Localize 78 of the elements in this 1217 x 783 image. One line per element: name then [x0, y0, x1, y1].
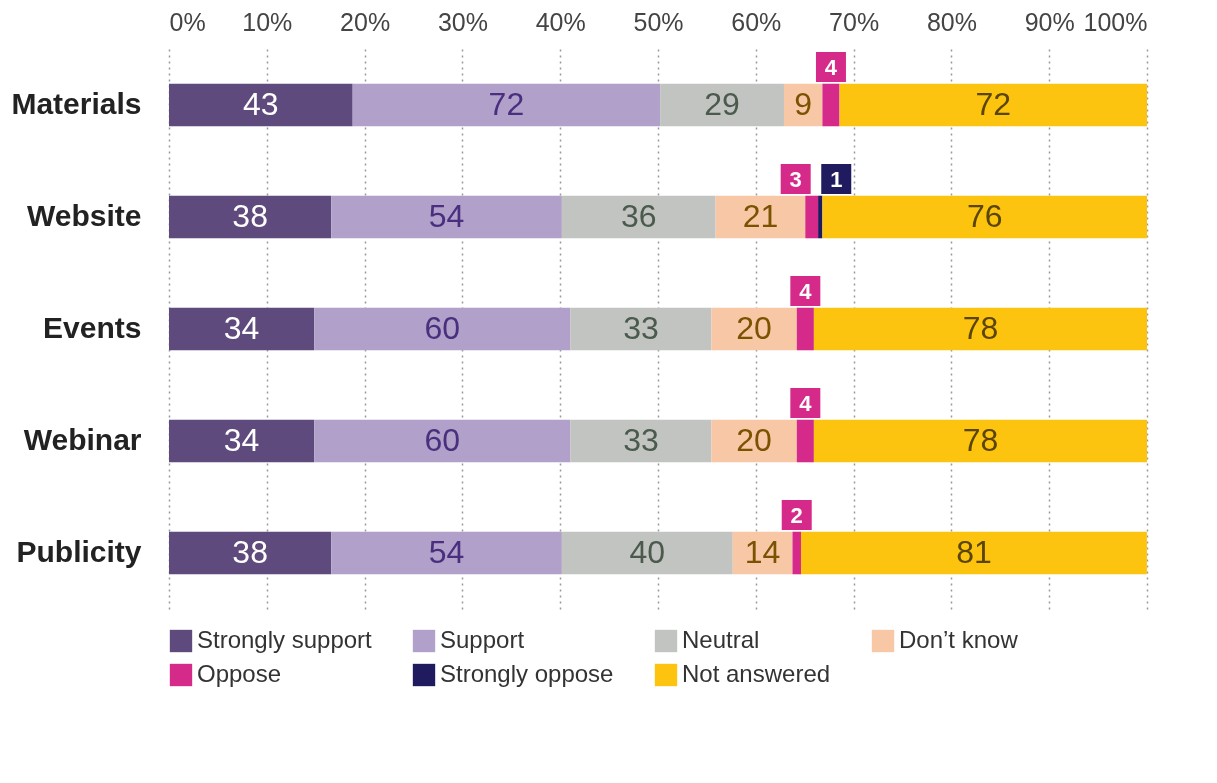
bar — [839, 83, 1147, 127]
bar — [169, 83, 353, 127]
legend-label: Strongly support — [197, 626, 373, 653]
bar — [331, 195, 562, 239]
legend-label: Neutral — [682, 626, 760, 653]
annotation: 76 — [966, 198, 1003, 234]
bar — [169, 307, 315, 351]
annotation: 60 — [424, 310, 461, 346]
x-tick-label: 40% — [535, 7, 586, 36]
annotation: 33 — [623, 310, 659, 346]
bar — [715, 195, 806, 239]
x-tick-label: 90% — [1024, 7, 1075, 36]
annotation: 78 — [962, 422, 999, 458]
annotation: 21 — [742, 198, 779, 234]
bar — [818, 195, 823, 239]
annotation: 20 — [736, 422, 772, 458]
bar — [570, 307, 712, 351]
y-tick-label: Events — [43, 311, 142, 344]
bar — [352, 83, 661, 127]
annotation: 3 — [789, 167, 802, 192]
bar — [314, 419, 571, 463]
y-tick-label: Publicity — [16, 535, 142, 568]
y-tick-label: Materials — [11, 87, 142, 120]
x-tick-label: 0% — [169, 7, 206, 36]
y-tick-label: Webinar — [23, 423, 142, 456]
annotation: 54 — [428, 534, 465, 570]
x-tick-label: 20% — [340, 7, 391, 36]
annotation: 38 — [232, 198, 268, 234]
bar — [792, 531, 801, 575]
bar — [570, 419, 712, 463]
bar — [813, 307, 1147, 351]
y-tick-label: Website — [27, 199, 142, 232]
legend-label: Oppose — [197, 660, 282, 687]
annotation: 1 — [830, 167, 843, 192]
bar — [169, 195, 332, 239]
annotation: 9 — [794, 86, 813, 122]
x-tick-label: 80% — [926, 7, 977, 36]
legend-label: Not answered — [682, 660, 831, 687]
bar — [805, 195, 819, 239]
bar — [822, 195, 1147, 239]
legend-label: Don’t know — [899, 626, 1019, 653]
bar — [314, 307, 571, 351]
x-tick-label: 70% — [829, 7, 880, 36]
bar — [561, 531, 733, 575]
x-tick-label: 100% — [1083, 7, 1148, 36]
annotation: 14 — [744, 534, 781, 570]
annotation: 29 — [704, 86, 740, 122]
annotation: 4 — [799, 391, 813, 416]
bar — [169, 531, 332, 575]
annotation: 54 — [428, 198, 465, 234]
annotation: 4 — [824, 55, 838, 80]
bar — [813, 419, 1147, 463]
annotation: 43 — [243, 86, 279, 122]
annotation: 33 — [623, 422, 659, 458]
bar — [660, 83, 784, 127]
x-tick-label: 50% — [633, 7, 684, 36]
annotation: 81 — [956, 534, 992, 570]
bar — [561, 195, 716, 239]
bar — [331, 531, 562, 575]
annotation: 20 — [736, 310, 772, 346]
annotation: 38 — [232, 534, 268, 570]
annotation: 4 — [799, 279, 813, 304]
annotation: 36 — [620, 198, 657, 234]
x-tick-label: 10% — [242, 7, 293, 36]
bar — [169, 419, 315, 463]
bar — [800, 531, 1147, 575]
annotation: 34 — [223, 310, 260, 346]
annotation: 34 — [223, 422, 260, 458]
annotation: 72 — [488, 86, 525, 122]
annotation: 40 — [629, 534, 666, 570]
x-tick-label: 30% — [437, 7, 488, 36]
annotation: 78 — [962, 310, 999, 346]
x-tick-label: 60% — [731, 7, 782, 36]
legend-label: Support — [440, 626, 525, 653]
annotation: 2 — [790, 503, 803, 528]
annotation: 60 — [424, 422, 461, 458]
annotation: 72 — [975, 86, 1012, 122]
legend-label: Strongly oppose — [440, 660, 614, 687]
